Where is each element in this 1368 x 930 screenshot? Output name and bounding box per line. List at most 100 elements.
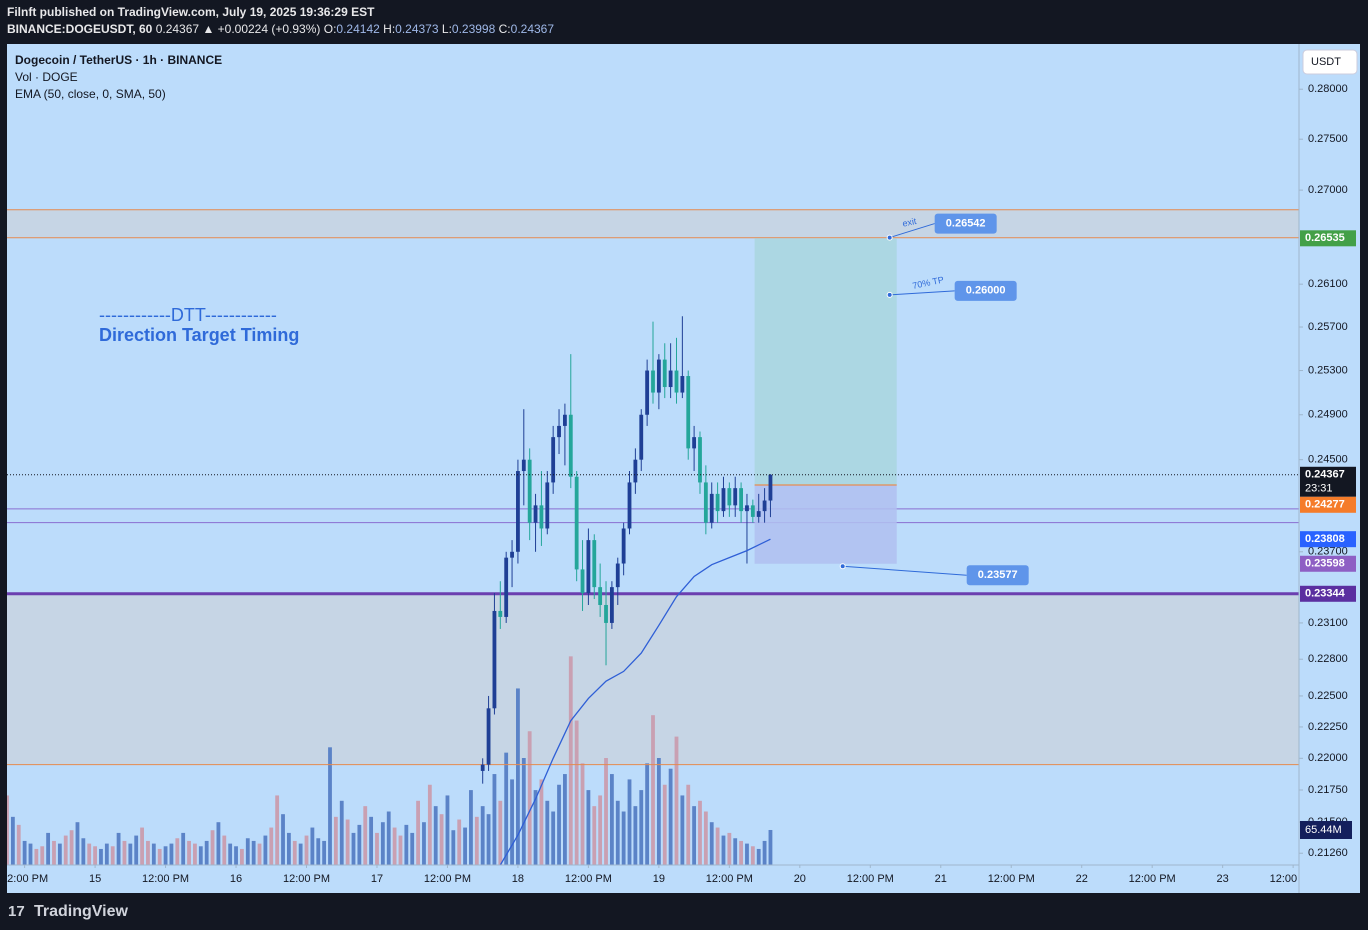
volume-bar (498, 800, 503, 865)
ohlc-value: 0.23998 (451, 22, 496, 36)
volume-bar (703, 811, 708, 865)
volume-bar (386, 811, 391, 865)
candle-body (651, 370, 655, 393)
volume-bar (292, 840, 297, 865)
volume-bar (345, 819, 350, 865)
volume-bar (157, 848, 162, 865)
volume-bar (193, 843, 197, 865)
volume-bar (210, 830, 215, 865)
y-tick-label: 0.24500 (1308, 454, 1348, 466)
volume-bar (486, 814, 491, 865)
x-tick-label: 12:00 PM (142, 873, 189, 885)
candle-body (563, 414, 567, 426)
candle-body (527, 459, 532, 523)
time-axis: 12:00 PM 15 12:00 PM 16 12:00 PM 17 12:00 PM 18… (7, 865, 1299, 885)
volume-bar (474, 816, 479, 865)
callout-value: 0.26542 (946, 217, 986, 229)
candle-body (686, 376, 691, 449)
volume-bar (228, 843, 233, 865)
volume-bar (686, 784, 691, 865)
x-tick-label: 12:00 PM (565, 873, 612, 885)
ohlc-label: C: (498, 22, 511, 36)
position-profit (754, 238, 897, 486)
brand-logo: 17 (8, 903, 25, 920)
y-tick-label: 0.22500 (1308, 690, 1348, 702)
callout-text: exit (902, 216, 918, 229)
symbol: BINANCE:DOGEUSDT, 60 (7, 22, 153, 36)
volume-bar (674, 736, 679, 865)
price-label: 0.26535 (1305, 232, 1345, 244)
volume-bar (692, 806, 697, 865)
volume-bar (439, 814, 444, 865)
volume-bar (680, 795, 685, 865)
volume-bar (7, 795, 9, 865)
callout-line (889, 223, 935, 239)
currency-button[interactable] (1302, 49, 1358, 75)
callout-box (934, 213, 997, 234)
volume-bar (492, 774, 497, 865)
volume-bar (116, 832, 121, 865)
volume-bar (216, 822, 221, 865)
volume-bar (516, 688, 520, 865)
volume-bar (756, 848, 761, 865)
x-tick-label: 12:00 PM (424, 873, 471, 885)
candle-body (574, 476, 579, 570)
y-tick-label: 0.27500 (1308, 133, 1348, 145)
volume-bar (469, 790, 473, 865)
candle-body (721, 488, 726, 512)
callout-point (839, 563, 846, 570)
x-tick-label: 17 (371, 873, 383, 885)
position-loss (754, 485, 897, 564)
volume-bar (369, 816, 374, 865)
y-tick-label: 0.26100 (1308, 278, 1348, 290)
legend-title: Dogecoin / TetherUS · 1h · BINANCE (15, 53, 223, 67)
candle-body (492, 610, 497, 709)
y-tick-label: 0.22800 (1308, 653, 1348, 665)
candle-body (586, 540, 591, 594)
candle-body (621, 528, 626, 564)
volume-bar (745, 843, 749, 865)
candle-body (750, 505, 755, 517)
y-tick-label: 0.25700 (1308, 321, 1348, 333)
y-tick-label: 0.23100 (1308, 617, 1348, 629)
volume-bar (510, 779, 514, 865)
x-tick-label: 23 (1217, 873, 1229, 885)
volume-bar (328, 747, 332, 865)
ohlc-h: H:0.24373 (383, 22, 438, 36)
callout-value: 0.26000 (966, 285, 1006, 297)
x-tick-label: 16 (230, 873, 242, 885)
ohlc-value: 0.24142 (336, 22, 380, 36)
volume-bar (257, 843, 262, 865)
candle-body (609, 587, 614, 623)
y-tick-label: 0.22000 (1308, 752, 1348, 764)
volume-bar (69, 830, 74, 865)
candle-body (739, 488, 743, 512)
volume-bar (322, 840, 327, 865)
candle-body (692, 437, 697, 449)
volume-bar (375, 832, 379, 865)
candle-body (551, 437, 556, 483)
volume-bar (63, 835, 68, 865)
y-tick-label: 0.21260 (1308, 847, 1348, 859)
currency[interactable]: USDT (1311, 56, 1341, 68)
candle-body (598, 587, 603, 605)
candle-body (516, 471, 520, 552)
callout-point (886, 234, 893, 241)
volume-bar (609, 774, 614, 865)
x-tick-label: 12:00 PM (988, 873, 1035, 885)
volume-bar (427, 784, 432, 865)
volume-bar (721, 835, 726, 865)
volume-bar (269, 827, 274, 865)
candle-body (727, 488, 732, 506)
volume-bar (234, 846, 238, 865)
volume-label: 65.44M (1305, 824, 1342, 836)
candle-body (486, 708, 491, 765)
y-tick-label: 0.22250 (1308, 721, 1348, 733)
annotation: Direction Target Timing (99, 325, 299, 345)
candle-body (703, 482, 708, 523)
volume-bar (380, 822, 385, 865)
volume-bar (457, 819, 462, 865)
volume-bar (422, 822, 426, 865)
ohlc-label: L: (441, 22, 452, 36)
volume-bar (521, 758, 526, 865)
